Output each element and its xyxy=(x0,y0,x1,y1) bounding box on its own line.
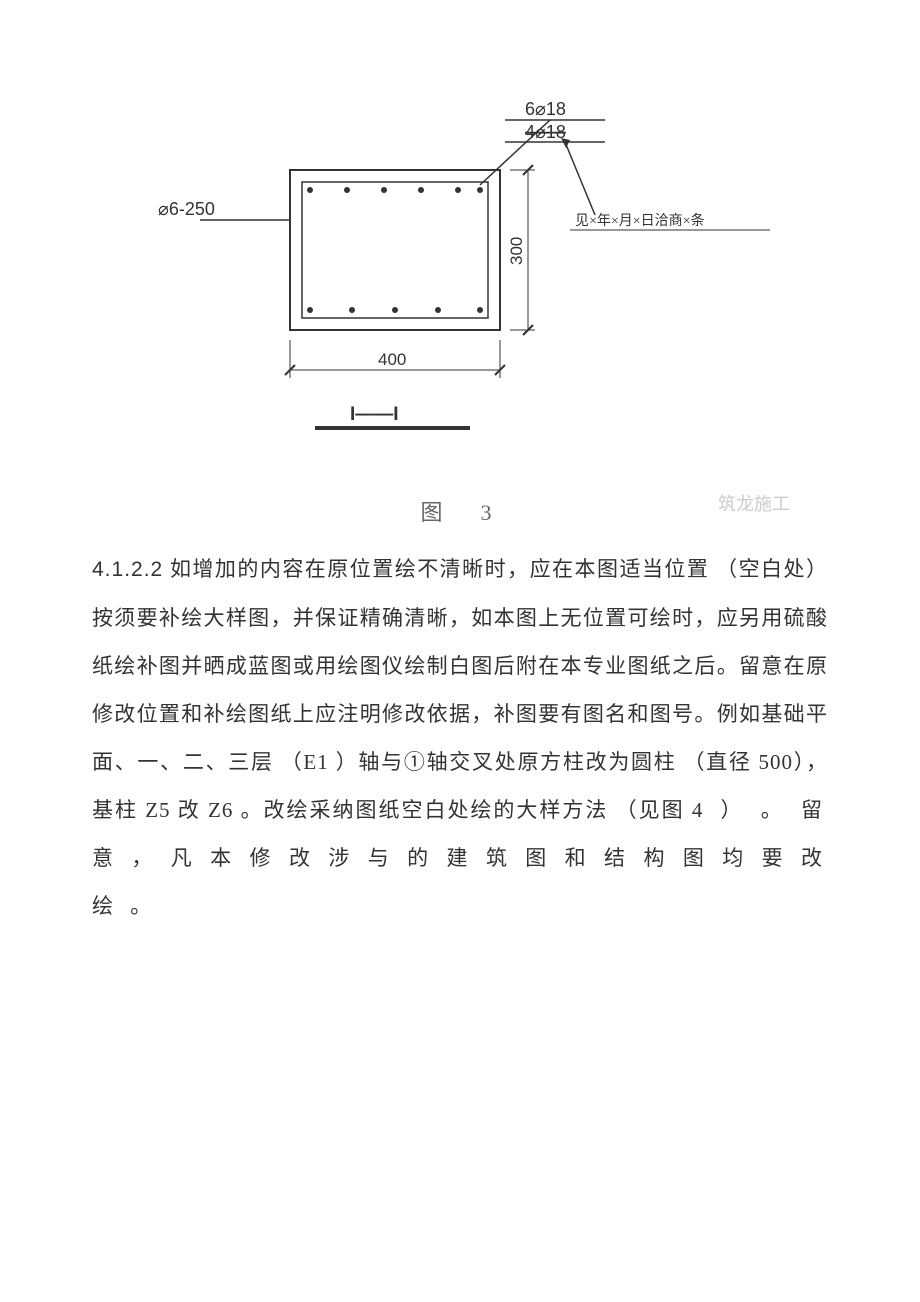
inner-rect xyxy=(302,182,488,318)
revision-note: 见×年×月×日洽商×条 xyxy=(575,212,705,229)
section-label: I——I xyxy=(350,404,399,425)
width-label: 400 xyxy=(378,350,406,369)
rebar-top-label: 6⌀18 xyxy=(525,99,566,119)
rebar-dot xyxy=(381,187,387,193)
rebar-dot xyxy=(392,307,398,313)
rebar-dot xyxy=(418,187,424,193)
rebar-dot xyxy=(307,307,313,313)
height-label: 300 xyxy=(507,237,526,265)
rebar-dot xyxy=(349,307,355,313)
body-text-1: 如增加的内容在原位置绘不清晰时，应在本图适当位置 （空白处）按须要补绘大样图，并… xyxy=(92,557,828,822)
engineering-diagram: ⌀6-250 6⌀18 4⌀18 见×年×月×日洽商×条 300 400 xyxy=(150,90,770,490)
body-paragraph: 4.1.2.2 如增加的内容在原位置绘不清晰时，应在本图适当位置 （空白处）按须… xyxy=(92,545,828,930)
outer-rect xyxy=(290,170,500,330)
rebar-struck-label: 4⌀18 xyxy=(525,122,566,142)
watermark: 筑龙施工 xyxy=(718,490,790,516)
rebar-dot xyxy=(435,307,441,313)
rebar-dot xyxy=(307,187,313,193)
stirrup-label: ⌀6-250 xyxy=(158,199,215,219)
section-number: 4.1.2.2 xyxy=(92,558,163,581)
rebar-dot xyxy=(344,187,350,193)
rebar-dots xyxy=(307,187,483,313)
rebar-dot xyxy=(455,187,461,193)
rebar-dot xyxy=(477,307,483,313)
revision-arrow-line xyxy=(565,142,595,215)
section-diagram-svg: ⌀6-250 6⌀18 4⌀18 见×年×月×日洽商×条 300 400 xyxy=(150,90,770,490)
rebar-dot xyxy=(477,187,483,193)
revision-arrow-head xyxy=(561,138,570,148)
